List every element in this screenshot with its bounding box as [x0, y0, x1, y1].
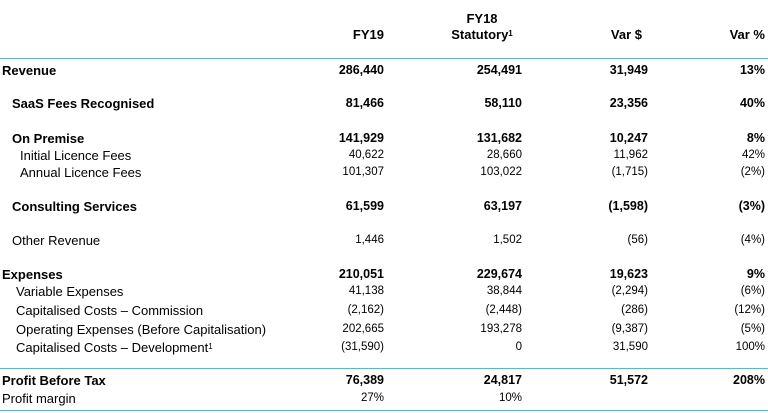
cell-var-pct: 40%	[739, 96, 765, 110]
table-row-initial-licence: Initial Licence Fees 40,622 28,660 11,96…	[0, 147, 768, 164]
row-label: Revenue	[2, 63, 57, 78]
cell-var-pct: 100%	[735, 341, 765, 353]
cell-var-dollar: 23,356	[609, 96, 648, 110]
table-row-cap-commission: Capitalised Costs – Commission (2,162) (…	[0, 302, 768, 319]
cell-var-dollar: (1,715)	[611, 166, 648, 178]
cell-fy19: 61,599	[345, 199, 384, 213]
cell-fy19: (2,162)	[347, 304, 384, 316]
cell-fy19: 1,446	[355, 234, 384, 246]
header-fy19: FY19	[353, 27, 384, 43]
cell-fy18: 28,660	[486, 149, 522, 161]
cell-var-pct: (12%)	[734, 304, 765, 316]
table-row-expenses: Expenses 210,051 229,674 19,623 9%	[0, 266, 768, 283]
table-row-profit-before-tax: Profit Before Tax 76,389 24,817 51,572 2…	[0, 372, 768, 389]
cell-var-dollar: 10,247	[609, 131, 648, 145]
cell-fy18: 38,844	[486, 285, 522, 297]
cell-fy18: 193,278	[480, 323, 522, 335]
cell-fy18: 229,674	[476, 267, 522, 281]
row-label: Other Revenue	[12, 233, 101, 248]
row-label: Variable Expenses	[16, 284, 124, 299]
cell-var-dollar: 31,949	[609, 63, 648, 77]
row-label: Initial Licence Fees	[20, 148, 132, 163]
cell-fy18: 58,110	[484, 96, 522, 110]
cell-var-pct: 13%	[739, 63, 765, 77]
cell-fy18: 1,502	[493, 234, 522, 246]
cell-fy19: 210,051	[338, 267, 384, 281]
header-var-dollar-label: Var $	[610, 27, 642, 42]
cell-fy18: 254,491	[476, 63, 522, 77]
header-fy18-line1: FY18	[466, 11, 498, 26]
cell-fy18: (2,448)	[485, 304, 522, 316]
cell-var-pct: 9%	[746, 267, 765, 281]
table-row-revenue: Revenue 286,440 254,491 31,949 13%	[0, 62, 768, 79]
cell-var-dollar: (56)	[627, 234, 648, 246]
table-row-on-premise: On Premise 141,929 131,682 10,247 8%	[0, 130, 768, 147]
cell-var-dollar: (9,387)	[611, 323, 648, 335]
cell-var-pct: 8%	[746, 131, 765, 145]
header-rule	[0, 58, 768, 59]
row-label: On Premise	[12, 131, 85, 146]
row-label: Annual Licence Fees	[20, 165, 142, 180]
table-row-variable-expenses: Variable Expenses 41,138 38,844 (2,294) …	[0, 283, 768, 300]
table-row-cap-development: Capitalised Costs – Development1 (31,590…	[0, 339, 768, 356]
cell-fy18: 10%	[498, 392, 522, 404]
cell-var-dollar: (2,294)	[611, 285, 648, 297]
header-var-pct: Var %	[730, 27, 765, 43]
row-label: Consulting Services	[12, 199, 137, 214]
row-label: Expenses	[2, 267, 63, 282]
cell-fy19: 76,389	[345, 373, 384, 387]
cell-fy19: 101,307	[342, 166, 384, 178]
row-label: Profit Before Tax	[2, 373, 106, 388]
table-row-annual-licence: Annual Licence Fees 101,307 103,022 (1,7…	[0, 164, 768, 181]
cell-var-dollar: (286)	[621, 304, 648, 316]
table-row-operating-expenses: Operating Expenses (Before Capitalisatio…	[0, 321, 768, 338]
table-row-consulting: Consulting Services 61,599 63,197 (1,598…	[0, 198, 768, 215]
cell-var-dollar: (1,598)	[608, 199, 648, 213]
cell-fy19: 81,466	[345, 96, 384, 110]
cell-var-dollar: 19,623	[609, 267, 648, 281]
cell-var-pct: (6%)	[740, 285, 765, 297]
cell-fy19: 27%	[360, 392, 384, 404]
cell-fy18: 103,022	[480, 166, 522, 178]
cell-fy19: (31,590)	[341, 341, 384, 353]
table-row-saas-fees: SaaS Fees Recognised 81,466 58,110 23,35…	[0, 95, 768, 112]
cell-var-pct: (2%)	[740, 166, 765, 178]
header-fy18-line2: Statutory1	[451, 27, 513, 42]
cell-var-pct: (5%)	[740, 323, 765, 335]
header-var-dollar: Var $	[611, 27, 642, 43]
header-fy18: FY18 Statutory1	[442, 11, 522, 43]
cell-fy19: 286,440	[338, 63, 384, 77]
row-label: Capitalised Costs – Development1	[16, 340, 213, 355]
table-row-other-revenue: Other Revenue 1,446 1,502 (56) (4%)	[0, 232, 768, 249]
cell-fy18: 0	[515, 341, 522, 353]
row-label: SaaS Fees Recognised	[12, 96, 155, 111]
header-var-pct-label: Var %	[729, 27, 765, 42]
cell-var-pct: (4%)	[740, 234, 765, 246]
cell-fy18: 24,817	[483, 373, 522, 387]
row-label: Profit margin	[2, 391, 76, 406]
cell-var-dollar: 51,572	[609, 373, 648, 387]
cell-var-dollar: 11,962	[613, 149, 648, 161]
cell-fy19: 141,929	[338, 131, 384, 145]
cell-fy19: 41,138	[348, 285, 384, 297]
cell-fy19: 202,665	[342, 323, 384, 335]
profit-rule	[0, 368, 768, 369]
row-label: Capitalised Costs – Commission	[16, 303, 204, 318]
cell-var-dollar: 31,590	[612, 341, 648, 353]
cell-var-pct: 208%	[733, 373, 765, 387]
cell-var-pct: 42%	[741, 149, 765, 161]
cell-fy18: 131,682	[476, 131, 522, 145]
cell-fy19: 40,622	[348, 149, 384, 161]
cell-fy18: 63,197	[483, 199, 522, 213]
cell-var-pct: (3%)	[738, 199, 765, 213]
row-label: Operating Expenses (Before Capitalisatio…	[16, 322, 267, 337]
bottom-rule	[0, 410, 768, 411]
table-row-profit-margin: Profit margin 27% 10%	[0, 390, 768, 407]
header-fy19-label: FY19	[352, 27, 384, 42]
